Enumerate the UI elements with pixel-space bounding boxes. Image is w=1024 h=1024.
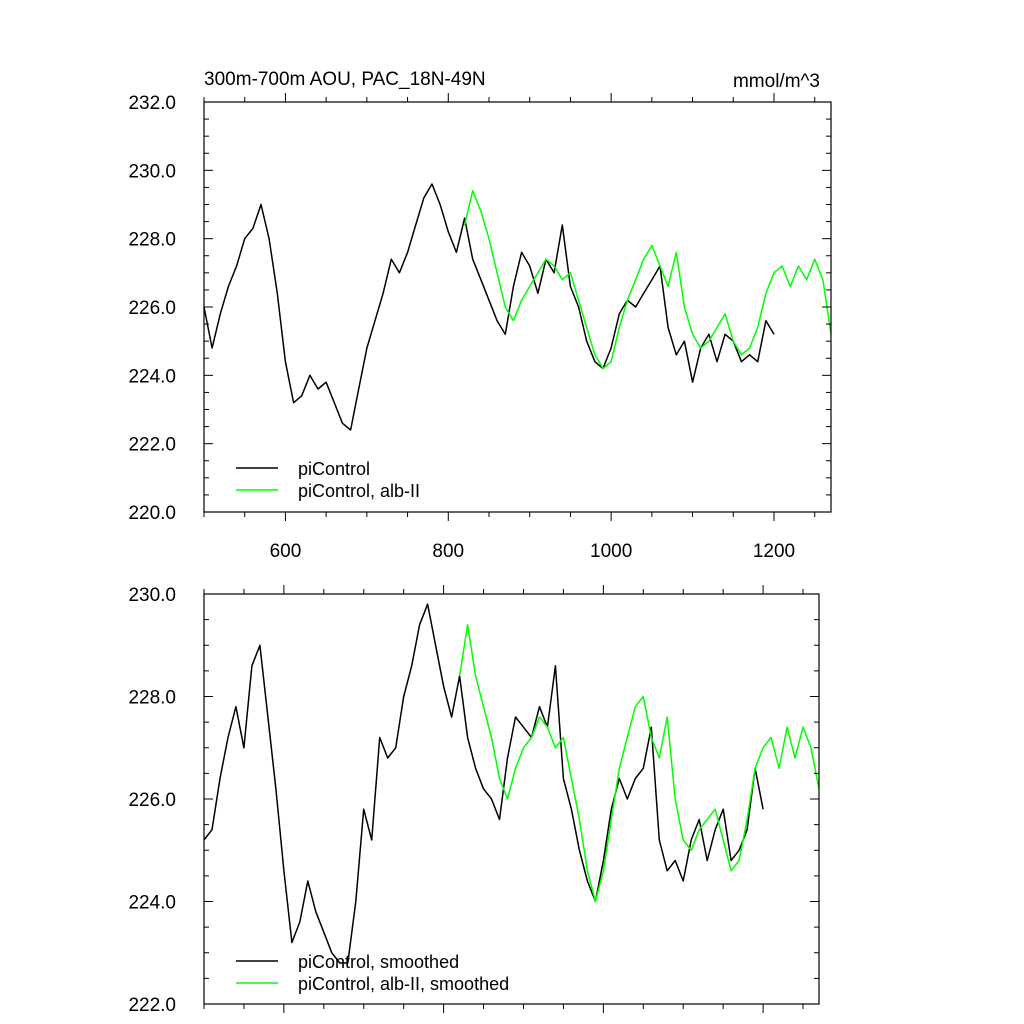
y-tick-label: 226.0 bbox=[128, 790, 176, 811]
y-tick-label: 228.0 bbox=[128, 688, 176, 709]
y-tick-label: 230.0 bbox=[128, 585, 176, 606]
legend-label: piControl, alb-II, smoothed bbox=[298, 974, 509, 994]
y-tick-label: 230.0 bbox=[128, 161, 176, 182]
y-tick-label: 222.0 bbox=[128, 435, 176, 456]
y-tick-label: 232.0 bbox=[128, 93, 176, 114]
y-tick-label: 228.0 bbox=[128, 230, 176, 251]
x-tick-label: 1000 bbox=[590, 541, 632, 562]
y-tick-label: 226.0 bbox=[128, 298, 176, 319]
bottom-panel-ticks: 222.0 224.0 226.0 228.0 230.0 bbox=[128, 585, 819, 1016]
y-tick-label: 224.0 bbox=[128, 366, 176, 387]
y-tick-label: 222.0 bbox=[128, 995, 176, 1016]
y-tick-label: 220.0 bbox=[128, 503, 176, 524]
bottom-panel: 222.0 224.0 226.0 228.0 230.0 piControl, smo… bbox=[128, 585, 820, 1016]
series-line-1 bbox=[463, 190, 832, 370]
series-line-1 bbox=[458, 623, 820, 903]
top-panel: 220.0 222.0 224.0 226.0 228.0 230.0 232.0 600 80… bbox=[128, 93, 832, 562]
units-label: mmol/m^3 bbox=[733, 71, 820, 92]
x-tick-label: 800 bbox=[432, 541, 464, 562]
chart-title: 300m-700m AOU, PAC_18N-49N bbox=[204, 69, 486, 90]
legend-label: piControl, alb-II bbox=[298, 481, 420, 501]
legend-label: piControl bbox=[298, 459, 370, 479]
top-panel-ticks: 220.0 222.0 224.0 226.0 228.0 230.0 232.0 600 80… bbox=[128, 93, 831, 562]
x-tick-label: 600 bbox=[270, 541, 302, 562]
bottom-panel-marks bbox=[203, 603, 820, 964]
x-tick-label: 1200 bbox=[753, 541, 795, 562]
top-panel-marks bbox=[203, 183, 832, 431]
y-tick-label: 224.0 bbox=[128, 893, 176, 914]
series-line-0 bbox=[203, 603, 764, 964]
legend-label: piControl, smoothed bbox=[298, 952, 459, 972]
series-line-0 bbox=[203, 183, 775, 431]
